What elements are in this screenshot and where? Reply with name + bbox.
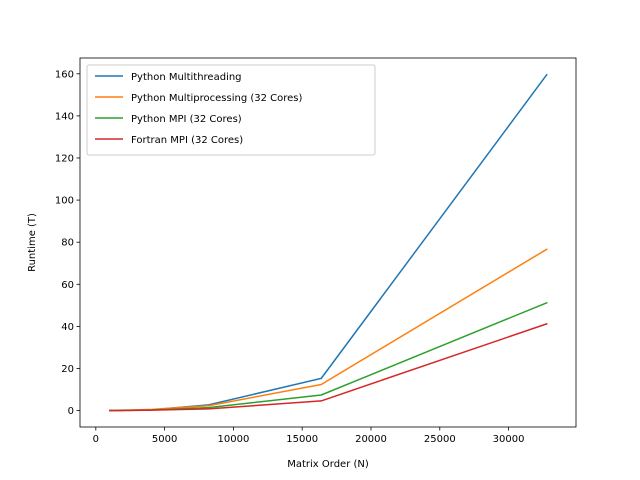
x-tick-label: 5000 xyxy=(152,434,177,445)
plot-area: 0 5000 10000 15000 20000 25000 30000 0 20 40 60 80… xyxy=(55,57,577,445)
y-axis-label: Runtime (T) xyxy=(27,213,38,272)
x-tick-label: 0 xyxy=(93,434,99,445)
x-tick-label: 25000 xyxy=(424,434,456,445)
y-tick-label: 0 xyxy=(68,406,74,417)
y-tick-label: 100 xyxy=(55,196,74,207)
legend-label: Python Multiprocessing (32 Cores) xyxy=(131,93,303,104)
y-tick-label: 40 xyxy=(61,322,74,333)
legend-label: Python Multithreading xyxy=(131,72,242,83)
x-tick-label: 30000 xyxy=(493,434,525,445)
y-tick-label: 120 xyxy=(55,153,74,164)
legend-label: Python MPI (32 Cores) xyxy=(131,114,242,125)
y-tick-label: 160 xyxy=(55,69,74,80)
y-tick-label: 20 xyxy=(61,364,74,375)
x-axis-ticks: 0 5000 10000 15000 20000 25000 30000 xyxy=(93,427,525,445)
x-tick-label: 10000 xyxy=(218,434,250,445)
y-axis-ticks: 0 20 40 60 80 100 120 140 160 xyxy=(55,69,80,417)
legend-box xyxy=(86,64,376,156)
x-tick-label: 15000 xyxy=(286,434,318,445)
y-tick-label: 140 xyxy=(55,111,74,122)
x-axis-label: Matrix Order (N) xyxy=(287,459,369,470)
y-tick-label: 80 xyxy=(61,238,74,249)
series-line-4 xyxy=(109,322,548,412)
y-tick-label: 60 xyxy=(61,280,74,291)
legend: Python Multithreading Python Multiprocess… xyxy=(86,64,376,156)
legend-label: Fortran MPI (32 Cores) xyxy=(131,135,243,146)
x-tick-label: 20000 xyxy=(355,434,387,445)
series-layer xyxy=(109,73,548,412)
